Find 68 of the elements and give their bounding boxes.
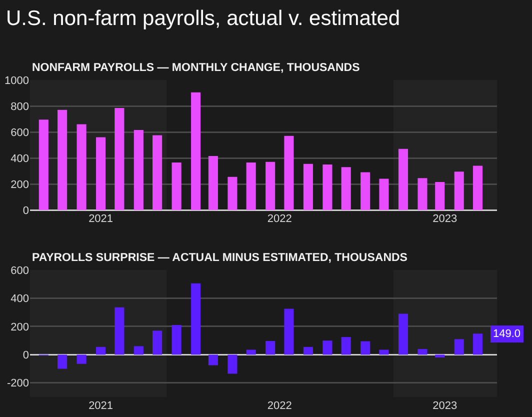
bar xyxy=(284,136,294,210)
bar xyxy=(435,354,445,358)
x-tick-label: 2022 xyxy=(267,400,292,412)
bar xyxy=(418,178,428,210)
chart-title: PAYROLLS SURPRISE — ACTUAL MINUS ESTIMATED, THOUSANDS xyxy=(32,252,408,264)
bar xyxy=(58,110,68,210)
bar xyxy=(191,283,201,355)
bar xyxy=(208,354,218,366)
bar xyxy=(398,148,408,210)
y-tick-label: 0 xyxy=(22,204,29,217)
x-tick-label: 2021 xyxy=(88,400,114,412)
bar xyxy=(341,337,351,355)
y-tick-label: 200 xyxy=(10,178,29,191)
bar xyxy=(208,156,218,210)
bar xyxy=(303,164,313,210)
bar xyxy=(472,166,483,210)
y-tick-label: 600 xyxy=(10,264,29,277)
bar xyxy=(418,349,428,355)
bar xyxy=(322,340,332,355)
bar xyxy=(58,354,68,369)
bar xyxy=(134,346,144,355)
x-tick-label: 2021 xyxy=(88,213,114,225)
x-tick-label: 2023 xyxy=(432,213,458,225)
y-tick-label: 1000 xyxy=(4,74,29,87)
bar xyxy=(172,325,182,355)
bar xyxy=(284,308,294,355)
chart-subtitle: NONFARM PAYROLLS — MONTHLY CHANGE, THOUSANDS xyxy=(32,62,360,74)
bar xyxy=(266,340,276,355)
bar xyxy=(134,130,144,210)
bar xyxy=(76,354,86,364)
bar xyxy=(114,108,124,210)
bar xyxy=(266,162,276,210)
y-tick-label: 200 xyxy=(10,321,29,334)
bar xyxy=(398,314,408,355)
chart-title: U.S. non-farm payrolls, actual v. estimated xyxy=(6,7,400,30)
bar xyxy=(152,135,162,210)
bar xyxy=(454,339,464,355)
bar xyxy=(38,120,48,210)
y-tick-label: -200 xyxy=(6,378,29,390)
bar xyxy=(96,346,106,355)
bar xyxy=(379,178,389,210)
bar xyxy=(246,350,256,355)
bar xyxy=(303,346,313,355)
bar xyxy=(341,167,351,210)
y-tick-label: 600 xyxy=(10,126,29,139)
annotation: 149.0 xyxy=(493,328,521,340)
bar xyxy=(96,137,106,210)
bar xyxy=(472,334,483,355)
bar xyxy=(228,354,238,374)
y-tick-label: 400 xyxy=(10,152,29,165)
bar xyxy=(360,172,370,210)
bar xyxy=(76,124,86,210)
bar xyxy=(191,92,201,210)
bar xyxy=(360,341,370,355)
x-tick-label: 2022 xyxy=(267,213,292,225)
bar xyxy=(379,350,389,355)
y-tick-label: 0 xyxy=(22,350,29,362)
y-tick-label: 800 xyxy=(10,100,29,113)
x-tick-label: 2023 xyxy=(432,400,458,412)
bar xyxy=(246,162,256,210)
bar xyxy=(172,162,182,210)
bar xyxy=(435,182,445,210)
bar xyxy=(114,307,124,355)
bar xyxy=(454,172,464,210)
bar xyxy=(322,164,332,210)
bar xyxy=(228,176,238,210)
y-tick-label: 400 xyxy=(10,293,29,306)
bar xyxy=(152,330,162,355)
